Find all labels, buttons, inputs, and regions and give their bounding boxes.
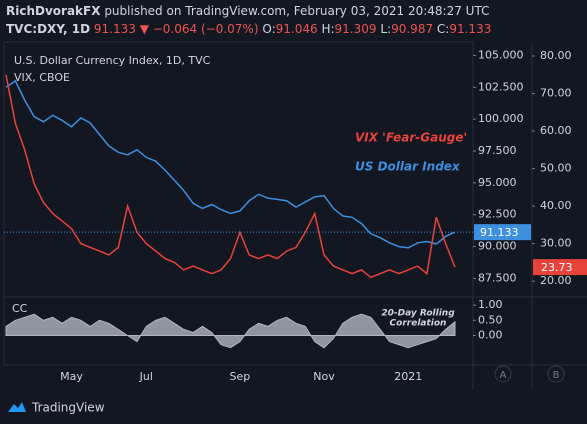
ohlc-value: 91.309	[334, 22, 377, 36]
x-tick-label: 2021	[394, 370, 422, 383]
symbol: TVC:DXY, 1D	[6, 22, 91, 36]
y-tick-label: 50.00	[540, 162, 572, 175]
change: ▼ −0.064 (−0.07%)	[139, 22, 259, 36]
axis-button-label[interactable]: A	[500, 370, 507, 381]
ohlc-value: 91.046	[275, 22, 318, 36]
y-tick-label: 20.00	[540, 274, 572, 287]
series-label: VIX 'Fear-Gauge'	[355, 131, 467, 145]
symbol-line: TVC:DXY, 1D 91.133 ▼ −0.064 (−0.07%) O:9…	[6, 22, 491, 36]
price-label: 23.73	[541, 261, 573, 274]
last-price: 91.133	[93, 22, 136, 36]
y-tick-label: 97.500	[478, 144, 517, 157]
axis-button-label[interactable]: B	[553, 370, 560, 381]
y-tick-label: 105.000	[478, 48, 524, 61]
ohlc-label: C:	[436, 22, 450, 36]
author[interactable]: RichDvorakFX	[6, 4, 101, 18]
y-tick-label: 60.00	[540, 124, 572, 137]
price-label-box	[474, 224, 531, 241]
ohlc-value: 91.133	[449, 22, 492, 36]
ohlc-label: L:	[380, 22, 392, 36]
y-tick-label: 100.000	[478, 112, 524, 125]
ohlc-label: O:	[262, 22, 276, 36]
y-tick-label: 70.00	[540, 87, 572, 100]
y-tick-label: 102.500	[478, 80, 524, 93]
lower-pane-title: CC	[12, 302, 28, 315]
y-tick-label: 30.00	[540, 237, 572, 250]
axis-button[interactable]	[494, 365, 512, 383]
x-tick-label: Jul	[139, 370, 153, 383]
y-tick-label: 92.500	[478, 208, 517, 221]
brand[interactable]: TradingView	[31, 401, 105, 415]
price-label-box	[533, 259, 587, 276]
publish-line: RichDvorakFX published on TradingView.co…	[6, 4, 489, 18]
logo-icon	[8, 402, 26, 412]
y-tick-label: 0.50	[478, 313, 503, 326]
published: published on TradingView.com, February 0…	[104, 4, 490, 18]
x-tick-label: May	[60, 370, 83, 383]
x-tick-label: Sep	[229, 370, 250, 383]
correlation-area	[5, 313, 456, 349]
series-label: US Dollar Index	[355, 160, 461, 174]
annotation: 20-Day Rolling	[381, 309, 455, 319]
y-tick-label: 1.00	[478, 298, 503, 311]
y-tick-label: 0.00	[478, 329, 503, 342]
annotation: Correlation	[390, 319, 447, 329]
y-tick-label: 87.500	[478, 271, 517, 284]
pane-subtitle: VIX, CBOE	[14, 71, 70, 84]
y-tick-label: 95.000	[478, 176, 517, 189]
price-label: 91.133	[480, 226, 519, 239]
axis-button[interactable]	[547, 365, 565, 383]
ohlc: O:91.046 H:91.309 L:90.987 C:91.133	[262, 22, 491, 36]
y-tick-label: 40.00	[540, 199, 572, 212]
y-tick-label: 90.000	[478, 240, 517, 253]
series-line	[5, 74, 456, 279]
x-tick-label: Nov	[313, 370, 335, 383]
ohlc-value: 90.987	[391, 22, 434, 36]
series-line	[5, 79, 456, 249]
y-tick-label: 80.00	[540, 49, 572, 62]
ohlc-label: H:	[321, 22, 335, 36]
pane-title: U.S. Dollar Currency Index, 1D, TVC	[14, 54, 211, 67]
